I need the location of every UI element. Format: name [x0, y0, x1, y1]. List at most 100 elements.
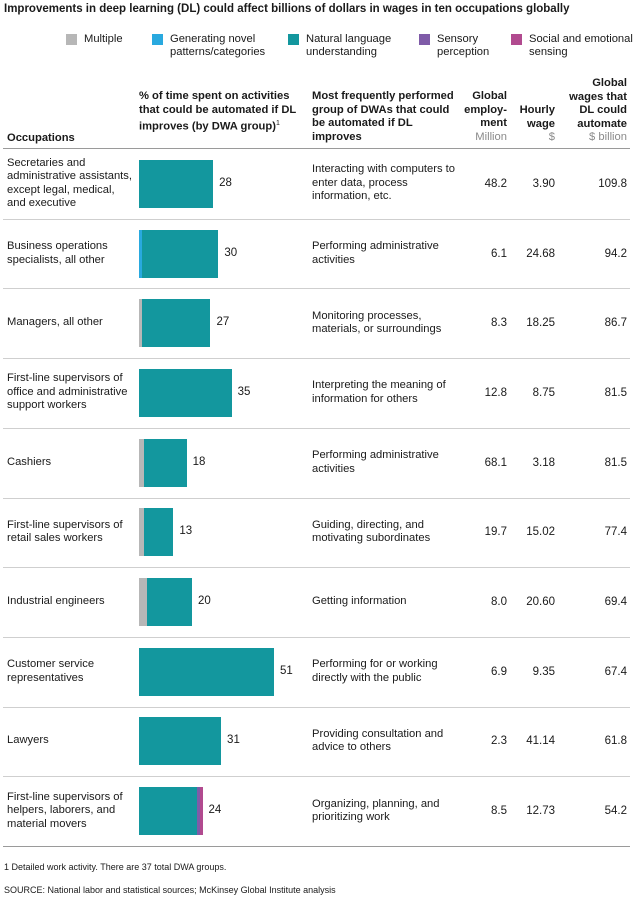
wage-value: 9.35 [532, 665, 555, 678]
row-divider [3, 358, 630, 359]
header-dwa: Most frequently performed group of DWAs … [312, 90, 454, 143]
bar-segment-natural-language-understanding [144, 508, 174, 557]
bar-segment-multiple [139, 508, 145, 557]
dwa-text: Performing administrative activities [312, 449, 439, 475]
header-wages-total-text: Global wages that DL could automate [569, 77, 627, 130]
wages-total-value: 109.8 [598, 177, 627, 190]
employment-value: 19.7 [484, 526, 507, 539]
wage-value: 41.14 [526, 735, 555, 748]
employment-value: 6.9 [491, 665, 507, 678]
employment-value: 2.3 [491, 735, 507, 748]
employment-value: 48.2 [484, 177, 507, 190]
bar-value-label: 30 [224, 246, 238, 259]
dwa-text: Providing consultation and advice to oth… [312, 727, 444, 754]
dwa-text: Interpreting the meaning of information … [312, 379, 446, 405]
bar-segment-natural-language-understanding [139, 159, 214, 208]
wages-total-value: 81.5 [604, 386, 627, 399]
bar-value-label: 13 [179, 525, 193, 538]
wages-total-value: 69.4 [604, 596, 627, 609]
row-divider [3, 776, 630, 777]
bar-segment-natural-language-understanding [141, 299, 211, 348]
wages-total-value: 61.8 [604, 735, 627, 748]
footer-rule [3, 846, 630, 847]
occupation-label: Cashiers [7, 455, 52, 468]
occupation-label: First-line supervisors of helpers, labor… [7, 790, 123, 830]
dwa-text: Interacting with computers to enter data… [312, 163, 456, 203]
legend-swatch-nlu [288, 34, 299, 45]
wage-value: 8.75 [532, 386, 555, 399]
legend-label-novel-patterns: Generating novel patterns/categories [170, 33, 266, 58]
legend-label-sensory: Sensory perception [437, 33, 490, 58]
header-wage-unit: $ [548, 131, 555, 143]
row-divider [3, 428, 630, 429]
bar-segment-sensory-perception [197, 787, 200, 836]
wage-value: 20.60 [526, 596, 555, 609]
employment-value: 8.5 [491, 805, 507, 818]
header-pct-time: % of time spent on activities that could… [139, 90, 304, 134]
dwa-text: Guiding, directing, and motivating subor… [312, 518, 431, 545]
bar-segment-natural-language-understanding [144, 438, 187, 487]
bar-segment-multiple [139, 578, 147, 627]
header-wage: Hourly wage $ [510, 104, 555, 145]
legend-label-social: Social and emotional sensing [529, 33, 633, 58]
bar-value-label: 24 [208, 804, 222, 817]
header-pct-time-sup: 1 [275, 120, 280, 127]
wages-total-value: 67.4 [604, 665, 627, 678]
employment-value: 8.0 [491, 596, 507, 609]
legend-swatch-social [511, 34, 522, 45]
bar-value-label: 27 [216, 316, 230, 329]
bar-value-label: 20 [197, 595, 211, 608]
dwa-text: Performing for or working directly with … [312, 658, 438, 684]
wage-value: 3.90 [532, 177, 555, 190]
bar-segment-social-and-emotional-sensing [199, 787, 203, 836]
employment-value: 68.1 [484, 456, 507, 469]
wage-value: 12.73 [526, 805, 555, 818]
employment-value: 12.8 [484, 386, 507, 399]
occupation-label: Secretaries and administrative assistant… [7, 156, 132, 210]
wages-total-value: 54.2 [604, 805, 627, 818]
row-divider [3, 288, 630, 289]
legend-swatch-sensory [419, 34, 430, 45]
header-employment-unit: Million [475, 130, 507, 143]
bar-value-label: 28 [219, 176, 232, 189]
bar-segment-natural-language-understanding [139, 368, 232, 417]
legend-swatch-multiple [66, 34, 77, 45]
dwa-text: Getting information [312, 595, 407, 608]
bar-segment-multiple [139, 299, 142, 348]
row-divider [3, 637, 630, 638]
bar-segment-multiple [139, 438, 145, 487]
chart-title: Improvements in deep learning (DL) could… [4, 3, 570, 15]
wages-total-value: 81.5 [604, 456, 627, 469]
wage-value: 3.18 [532, 456, 555, 469]
occupation-label: Managers, all other [7, 316, 103, 329]
occupation-label: First-line supervisors of office and adm… [7, 372, 128, 412]
header-occupations: Occupations [7, 132, 75, 144]
bar-value-label: 31 [227, 734, 240, 747]
wage-value: 15.02 [526, 526, 555, 539]
source-note: SOURCE: National labor and statistical s… [4, 885, 336, 895]
bar-value-label: 18 [192, 455, 206, 468]
occupation-label: Industrial engineers [7, 595, 105, 608]
wage-value: 18.25 [526, 317, 555, 330]
bar-segment-natural-language-understanding [139, 717, 222, 766]
wage-value: 24.68 [526, 247, 555, 260]
header-wages-total: Global wages that DL could automate $ bi… [568, 77, 627, 145]
row-divider [3, 219, 630, 220]
legend-swatch-novel-patterns [152, 34, 163, 45]
occupation-label: Customer service representatives [7, 658, 95, 684]
bar-segment-natural-language-understanding [139, 647, 274, 696]
bar-value-label: 35 [237, 385, 251, 398]
header-rule [3, 148, 630, 149]
occupation-label: First-line supervisors of retail sales w… [7, 518, 123, 545]
dwa-text: Organizing, planning, and prioritizing w… [312, 797, 440, 824]
dwa-text: Monitoring processes, materials, or surr… [312, 309, 442, 336]
wages-total-value: 77.4 [604, 526, 627, 539]
header-wage-text: Hourly wage [519, 104, 555, 130]
header-pct-time-text: % of time spent on activities that could… [139, 90, 297, 133]
row-divider [3, 707, 630, 708]
header-employment: Global employ-ment Million [462, 90, 507, 144]
wages-total-value: 86.7 [604, 317, 627, 330]
employment-value: 6.1 [491, 247, 507, 260]
occupation-label: Business operations specialists, all oth… [7, 240, 108, 266]
dwa-text: Performing administrative activities [312, 240, 439, 266]
